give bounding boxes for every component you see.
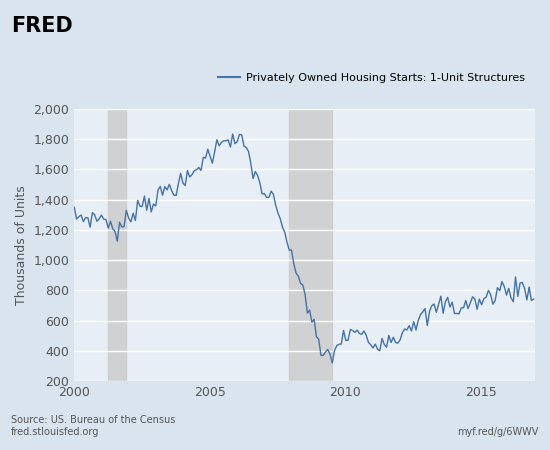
Text: myf.red/g/6WWV: myf.red/g/6WWV [458, 428, 539, 437]
Bar [108, 109, 127, 381]
Bar [289, 109, 332, 381]
Legend: Privately Owned Housing Starts: 1-Unit Structures: Privately Owned Housing Starts: 1-Unit S… [214, 68, 530, 87]
Text: Source: US. Bureau of the Census: Source: US. Bureau of the Census [11, 415, 175, 425]
Text: fred.stlouisfed.org: fred.stlouisfed.org [11, 428, 100, 437]
Y-axis label: Thousands of Units: Thousands of Units [15, 185, 28, 305]
Text: FRED: FRED [11, 16, 73, 36]
